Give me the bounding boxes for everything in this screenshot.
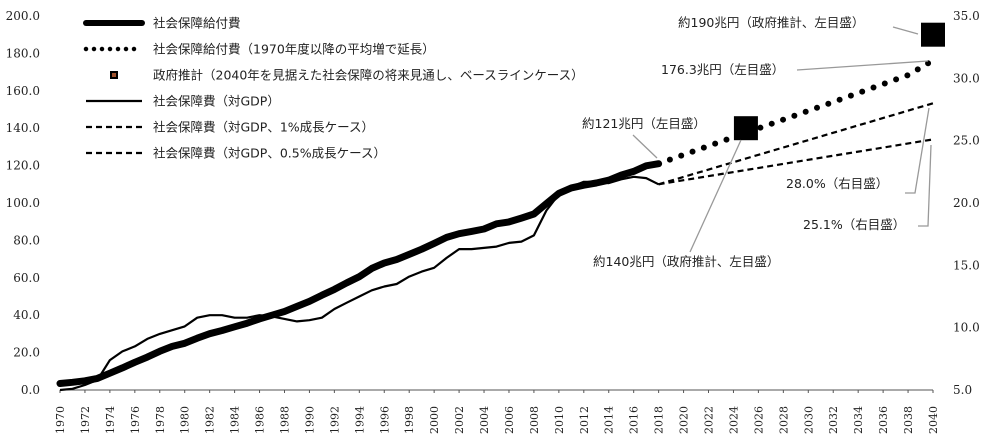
x-tick-label: 2014 <box>603 406 616 434</box>
legend-swatch-marker-center <box>112 73 116 77</box>
government-estimate-marker-1 <box>921 22 945 47</box>
x-tick-label: 2038 <box>902 406 915 434</box>
series-line-4 <box>658 138 934 186</box>
annotation-a280: 28.0%（右目盛） <box>786 176 888 191</box>
x-tick-label: 2002 <box>453 406 466 434</box>
x-tick-label: 1982 <box>204 406 217 434</box>
left-tick-label: 80.0 <box>13 233 40 247</box>
x-tick-label: 2006 <box>503 406 516 434</box>
x-tick-label: 1984 <box>229 406 242 434</box>
right-tick-label: 30.0 <box>953 71 980 85</box>
series-layer <box>56 57 936 392</box>
x-tick-label: 2000 <box>428 406 441 434</box>
x-tick-label: 1978 <box>154 406 167 434</box>
x-tick-label: 2022 <box>703 406 716 434</box>
right-tick-label: 20.0 <box>953 196 980 210</box>
annotation-leader-a176 <box>796 60 929 71</box>
x-tick-label: 2036 <box>877 406 890 434</box>
legend-label-1: 社会保障給付費（1970年度以降の平均増で延長） <box>153 42 435 57</box>
x-tick-label: 1994 <box>353 406 366 434</box>
x-tick-label: 1998 <box>403 406 416 434</box>
legend-label-5: 社会保障費（対GDP、0.5%成長ケース） <box>153 146 386 161</box>
series-line-1 <box>655 57 936 167</box>
x-tick-label: 2028 <box>777 406 790 434</box>
legend-label-3: 社会保障費（対GDP） <box>153 94 280 109</box>
x-tick-label: 2004 <box>478 406 491 434</box>
x-tick-label: 1996 <box>378 406 391 434</box>
right-y-ticks: 5.0 10.0 15.0 20.0 25.0 30.0 35.0 <box>953 9 980 397</box>
x-tick-label: 1974 <box>104 406 117 434</box>
annotation-leader-a121 <box>632 134 658 159</box>
annotation-a176: 176.3兆円（左目盛） <box>661 62 784 77</box>
x-tick-label: 1988 <box>278 406 291 434</box>
x-tick-label: 2016 <box>628 406 641 434</box>
left-tick-label: 120.0 <box>6 159 40 173</box>
annotation-leader-a280 <box>905 107 930 194</box>
x-tick-label: 1970 <box>54 406 67 434</box>
series-line-3 <box>658 102 934 186</box>
right-tick-label: 5.0 <box>953 383 972 397</box>
x-tick-label: 2008 <box>528 406 541 434</box>
x-tick-label: 2026 <box>752 406 765 434</box>
left-tick-label: 0.0 <box>21 383 40 397</box>
legend-label-2: 政府推計（2040年を見据えた社会保障の将来見通し、ベースラインケース） <box>153 68 584 83</box>
x-tick-label: 2020 <box>678 406 691 434</box>
x-tick-label: 2032 <box>827 406 840 434</box>
right-tick-label: 25.0 <box>953 134 980 148</box>
annotation-layer: 約190兆円（政府推計、左目盛） 176.3兆円（左目盛） 約121兆円（左目盛） 約… <box>582 15 932 269</box>
left-tick-label: 160.0 <box>6 84 40 98</box>
annotation-a190: 約190兆円（政府推計、左目盛） <box>678 15 864 30</box>
right-tick-label: 15.0 <box>953 258 980 272</box>
annotation-leader-a190 <box>892 26 919 35</box>
right-tick-label: 35.0 <box>953 9 980 23</box>
series-line-2 <box>59 175 660 392</box>
marker-layer <box>733 22 945 141</box>
left-tick-label: 60.0 <box>13 271 40 285</box>
x-tick-label: 2012 <box>578 406 591 434</box>
x-tick-label: 2034 <box>852 406 865 434</box>
x-tick-label: 1986 <box>254 406 267 434</box>
left-y-ticks: 0.0 20.0 40.0 60.0 80.0 100.0 120.0 140.0 160.0 1… <box>6 9 40 397</box>
x-tick-label: 2024 <box>727 406 740 434</box>
annotation-a121: 約121兆円（左目盛） <box>582 116 706 131</box>
annotation-leader-a251 <box>918 144 932 227</box>
x-tick-label: 2018 <box>653 406 666 434</box>
left-tick-label: 40.0 <box>13 308 40 322</box>
x-tick-label: 1980 <box>179 406 192 434</box>
legend-label-0: 社会保障給付費 <box>153 16 241 31</box>
left-tick-label: 100.0 <box>6 196 40 210</box>
x-tick-label: 1992 <box>328 406 341 434</box>
series-line-0 <box>56 160 663 387</box>
x-tick-label: 1972 <box>79 406 92 434</box>
x-tick-label: 2010 <box>553 406 566 434</box>
legend-label-4: 社会保障費（対GDP、1%成長ケース） <box>153 120 374 135</box>
x-tick-label: 1976 <box>129 406 142 434</box>
annotation-a251: 25.1%（右目盛） <box>803 217 905 232</box>
x-ticks: 1970 1972 1974 1976 1978 1980 1982 1984 1986 1988… <box>54 390 940 434</box>
left-tick-label: 180.0 <box>6 46 40 60</box>
x-tick-label: 1990 <box>303 406 316 434</box>
annotation-leader-a140 <box>689 139 742 253</box>
right-tick-label: 10.0 <box>953 321 980 335</box>
annotation-a140: 約140兆円（政府推計、左目盛） <box>593 254 779 269</box>
left-tick-label: 20.0 <box>13 346 40 360</box>
government-estimate-marker-0 <box>733 116 758 141</box>
x-tick-label: 2030 <box>802 406 815 434</box>
x-tick-label: 2040 <box>927 406 940 434</box>
left-tick-label: 200.0 <box>6 9 40 23</box>
left-tick-label: 140.0 <box>6 121 40 135</box>
